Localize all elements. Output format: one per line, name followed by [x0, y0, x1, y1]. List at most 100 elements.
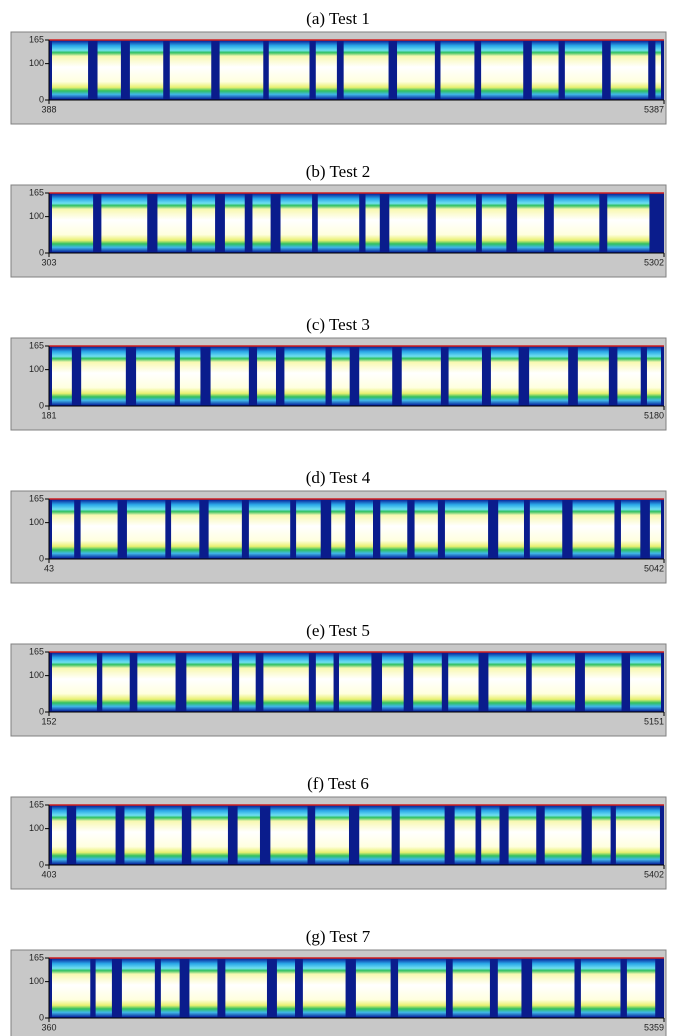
heatmap-segment [620, 500, 641, 558]
panel-title: (d) Test 4 [306, 468, 371, 487]
y-tick-label: 0 [39, 553, 44, 563]
heatmap-segment [626, 959, 656, 1017]
heatmap-segment [95, 959, 112, 1017]
heatmap-segment [210, 347, 249, 405]
heatmap-segment [529, 500, 563, 558]
heatmap-segment [435, 194, 477, 252]
heatmap-segment [126, 500, 166, 558]
panel-title: (e) Test 5 [306, 621, 370, 640]
x-tick-label: 5359 [644, 1022, 664, 1032]
panel-title: (c) Test 3 [306, 315, 370, 334]
heatmap-segment [454, 806, 476, 864]
heatmap-segment [655, 41, 661, 99]
y-tick-label: 0 [39, 400, 44, 410]
heatmap-segment [448, 347, 482, 405]
heatmap-segment [137, 653, 176, 711]
heatmap-segment [52, 959, 91, 1017]
heatmap-segment [448, 653, 479, 711]
x-tick-label: 360 [41, 1022, 56, 1032]
heatmap-segment [497, 959, 522, 1017]
x-tick-label: 43 [44, 563, 54, 573]
heatmap-segment [382, 653, 404, 711]
heatmap-segment [649, 500, 661, 558]
y-tick-label: 165 [29, 340, 44, 350]
heatmap-segment [296, 500, 321, 558]
x-tick-label: 5302 [644, 257, 664, 267]
heatmap-segment [584, 653, 622, 711]
heatmap-segment [490, 347, 519, 405]
heatmap-segment [97, 41, 121, 99]
x-tick-label: 403 [41, 869, 56, 879]
heatmap-segment [508, 806, 537, 864]
heatmap-segment [359, 347, 393, 405]
heatmap-segment [302, 959, 346, 1017]
y-tick-label: 100 [29, 517, 44, 527]
heatmap-segment [52, 500, 75, 558]
heatmap-segment [102, 653, 130, 711]
y-tick-label: 100 [29, 670, 44, 680]
heatmap-segment [192, 194, 216, 252]
heatmap-segment [136, 347, 175, 405]
panel-title: (b) Test 2 [306, 162, 371, 181]
x-tick-label: 152 [41, 716, 56, 726]
heatmap-segment [452, 959, 490, 1017]
heatmap-segment [52, 194, 94, 252]
heatmap-segment [257, 347, 276, 405]
y-tick-label: 165 [29, 646, 44, 656]
heatmap-segment [481, 41, 524, 99]
heatmap-segment [531, 41, 559, 99]
y-tick-label: 100 [29, 364, 44, 374]
x-tick-label: 5387 [644, 104, 664, 114]
heatmap-segment [331, 347, 350, 405]
heatmap-segment [398, 959, 446, 1017]
y-tick-label: 100 [29, 58, 44, 68]
heatmap-segment [239, 653, 256, 711]
heatmap-segment [331, 500, 346, 558]
heatmap-segment [252, 194, 271, 252]
y-tick-label: 165 [29, 493, 44, 503]
heatmap-segment [610, 41, 649, 99]
heatmap-segment [179, 347, 201, 405]
heatmap-segment [413, 653, 442, 711]
heatmap-segment [81, 347, 126, 405]
heatmap-segment [553, 194, 600, 252]
heatmap-segment [124, 806, 146, 864]
y-tick-label: 100 [29, 976, 44, 986]
heatmap-segment [52, 41, 89, 99]
y-tick-label: 0 [39, 706, 44, 716]
heatmap-segment [531, 653, 576, 711]
heatmap-segment [444, 500, 489, 558]
heatmap-segment [646, 347, 661, 405]
heatmap-segment [617, 347, 641, 405]
y-tick-label: 0 [39, 94, 44, 104]
heatmap-segment [355, 500, 373, 558]
x-tick-label: 5151 [644, 716, 664, 726]
y-tick-label: 0 [39, 1012, 44, 1022]
heatmap-segment [630, 653, 661, 711]
heatmap-segment [225, 959, 267, 1017]
heatmap-segment [270, 806, 308, 864]
heatmap-segment [580, 959, 621, 1017]
heatmap-segment [186, 653, 232, 711]
x-tick-label: 388 [41, 104, 56, 114]
heatmap-segment [355, 959, 391, 1017]
x-tick-label: 5042 [644, 563, 664, 573]
heatmap-segment [263, 653, 309, 711]
heatmap-segment [440, 41, 475, 99]
heatmap-segment [399, 806, 445, 864]
heatmap-segment [219, 41, 264, 99]
heatmap-segment [338, 653, 372, 711]
heatmap-segment [160, 959, 180, 1017]
heatmap-segment [101, 194, 148, 252]
heatmap-segment [577, 347, 609, 405]
y-tick-label: 0 [39, 247, 44, 257]
heatmap-segment [157, 194, 187, 252]
heatmap-segment [154, 806, 182, 864]
heatmap-segment [607, 194, 650, 252]
y-tick-label: 165 [29, 187, 44, 197]
heatmap-segment [544, 806, 582, 864]
panel-title: (g) Test 7 [306, 927, 371, 946]
heatmap-segment [615, 806, 660, 864]
panel-title: (f) Test 6 [307, 774, 369, 793]
